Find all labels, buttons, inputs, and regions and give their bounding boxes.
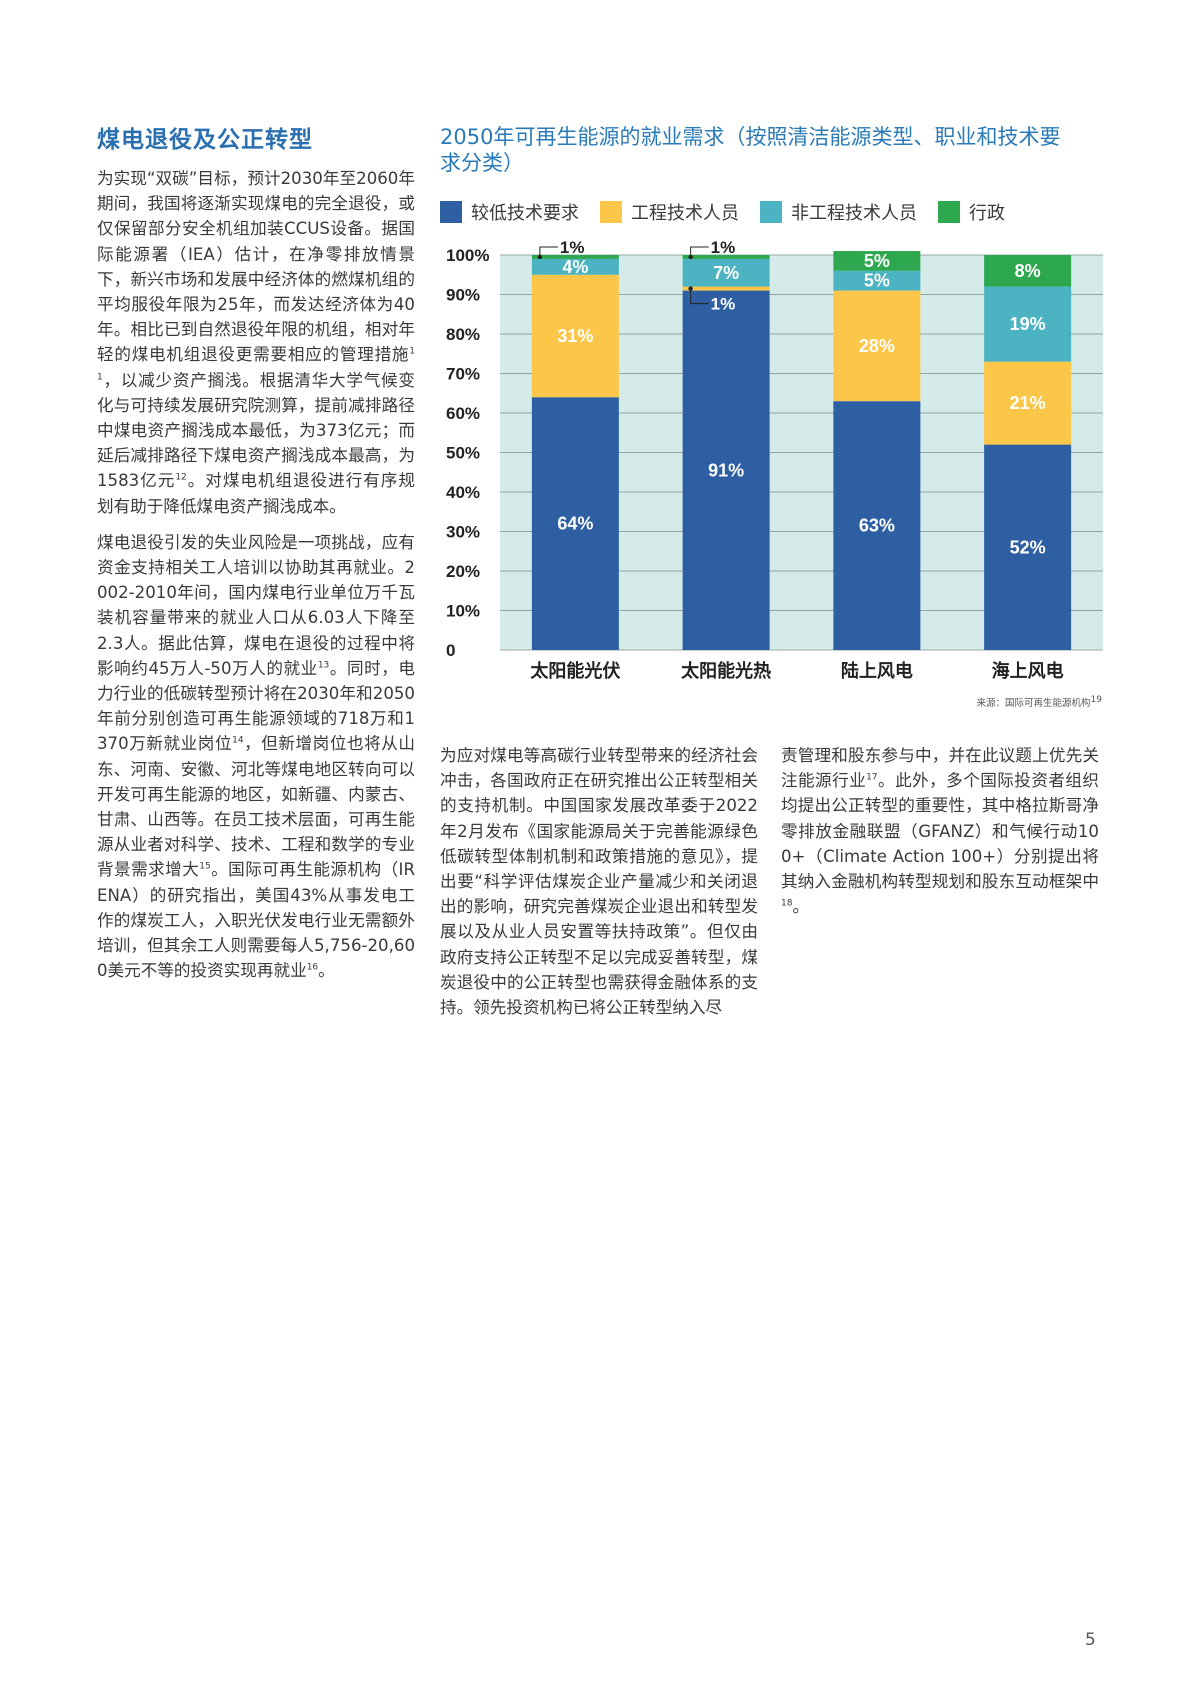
bar-segment <box>682 290 770 650</box>
data-label: 21% <box>1010 393 1046 413</box>
legend-swatch <box>600 201 622 223</box>
y-tick-label: 70% <box>446 365 480 384</box>
legend-item: 行政 <box>938 199 1005 225</box>
data-label: 31% <box>557 326 593 346</box>
leader-dot <box>688 286 693 291</box>
data-label: 64% <box>557 514 593 534</box>
y-tick-label: 10% <box>446 602 480 621</box>
y-tick-label: 30% <box>446 523 480 542</box>
x-tick-label: 陆上风电 <box>841 660 913 681</box>
paragraph: 为应对煤电等高碳行业转型带来的经济社会冲击，各国政府正在研究推出公正转型相关的支… <box>440 746 758 1018</box>
bar-segment <box>682 286 770 291</box>
chart-legend: 较低技术要求 工程技术人员 非工程技术人员 行政 <box>440 199 1100 225</box>
legend-swatch <box>760 201 782 223</box>
bar-segment <box>833 290 921 402</box>
bar-segment <box>531 397 619 650</box>
legend-item: 非工程技术人员 <box>760 199 917 225</box>
leader-line <box>690 288 709 305</box>
y-tick-label: 20% <box>446 562 480 581</box>
bar-segment <box>984 444 1072 650</box>
bar-segment <box>531 274 619 398</box>
paragraph: 煤电退役引发的失业风险是一项挑战，应有资金支持相关工人培训以协助其再就业。200… <box>97 532 416 981</box>
data-label: 28% <box>859 336 895 356</box>
bar-segment <box>682 255 770 259</box>
bar-segment <box>984 286 1072 362</box>
y-tick-label: 50% <box>446 444 480 463</box>
data-label: 1% <box>560 240 585 257</box>
section-title: 煤电退役及公正转型 <box>97 127 313 153</box>
body-column-middle: 为应对煤电等高碳行业转型带来的经济社会冲击，各国政府正在研究推出公正转型相关的支… <box>440 743 758 1031</box>
y-tick-label: 90% <box>446 286 480 305</box>
data-label: 19% <box>1010 314 1046 334</box>
body-column-right: 责管理和股东参与中，并在此议题上优先关注能源行业17。此外，多个国际投资者组织均… <box>781 743 1099 930</box>
leader-line <box>539 246 558 257</box>
chart-source: 来源：国际可再生能源机构19 <box>976 694 1102 709</box>
data-label: 52% <box>1010 537 1046 557</box>
y-tick-label: 80% <box>446 325 480 344</box>
bar-segment <box>833 401 921 650</box>
legend-item: 较低技术要求 <box>440 199 579 225</box>
legend-swatch <box>938 201 960 223</box>
page-number: 5 <box>1085 1630 1096 1650</box>
x-tick-label: 太阳能光热 <box>681 660 771 681</box>
paragraph: 为实现“双碳”目标，预计2030年至2060年期间，我国将逐渐实现煤电的完全退役… <box>97 169 416 516</box>
data-label: 4% <box>562 257 588 277</box>
stacked-bar-chart: 0 10% 20% 30% 40% 50% 60% 70% 80% 90% 100% 64% 31% 4%… <box>446 240 1103 681</box>
legend-label: 行政 <box>969 203 1005 224</box>
bar-segment <box>682 258 770 287</box>
bar-segment <box>531 258 619 275</box>
bar-segment <box>984 255 1072 287</box>
data-label: 1% <box>711 240 736 257</box>
body-column-left: 为实现“双碳”目标，预计2030年至2060年期间，我国将逐渐实现煤电的完全退役… <box>97 166 415 995</box>
legend-label: 非工程技术人员 <box>791 203 917 224</box>
legend-swatch <box>440 201 462 223</box>
bar-segment <box>984 361 1072 445</box>
data-label: 91% <box>708 460 744 480</box>
bar-segment <box>531 255 619 259</box>
chart-title: 2050年可再生能源的就业需求（按照清洁能源类型、职业和技术要求分类） <box>440 125 1061 175</box>
data-label: 1% <box>711 295 736 314</box>
x-tick-label: 太阳能光伏 <box>530 660 620 681</box>
bar-segment <box>833 270 921 291</box>
legend-item: 工程技术人员 <box>600 199 739 225</box>
data-label: 8% <box>1015 261 1041 281</box>
leader-line <box>690 246 709 257</box>
y-tick-label: 100% <box>446 246 489 265</box>
legend-label: 较低技术要求 <box>471 203 579 224</box>
data-label: 5% <box>864 251 890 271</box>
x-tick-label: 海上风电 <box>992 660 1064 681</box>
data-label: 7% <box>713 263 739 283</box>
y-tick-label: 40% <box>446 483 480 502</box>
y-tick-label: 60% <box>446 404 480 423</box>
bar-segment <box>833 251 921 271</box>
y-tick-label: 0 <box>446 641 455 660</box>
paragraph: 责管理和股东参与中，并在此议题上优先关注能源行业17。此外，多个国际投资者组织均… <box>781 746 1100 917</box>
data-label: 5% <box>864 271 890 291</box>
legend-label: 工程技术人员 <box>631 203 739 224</box>
data-label: 63% <box>859 516 895 536</box>
